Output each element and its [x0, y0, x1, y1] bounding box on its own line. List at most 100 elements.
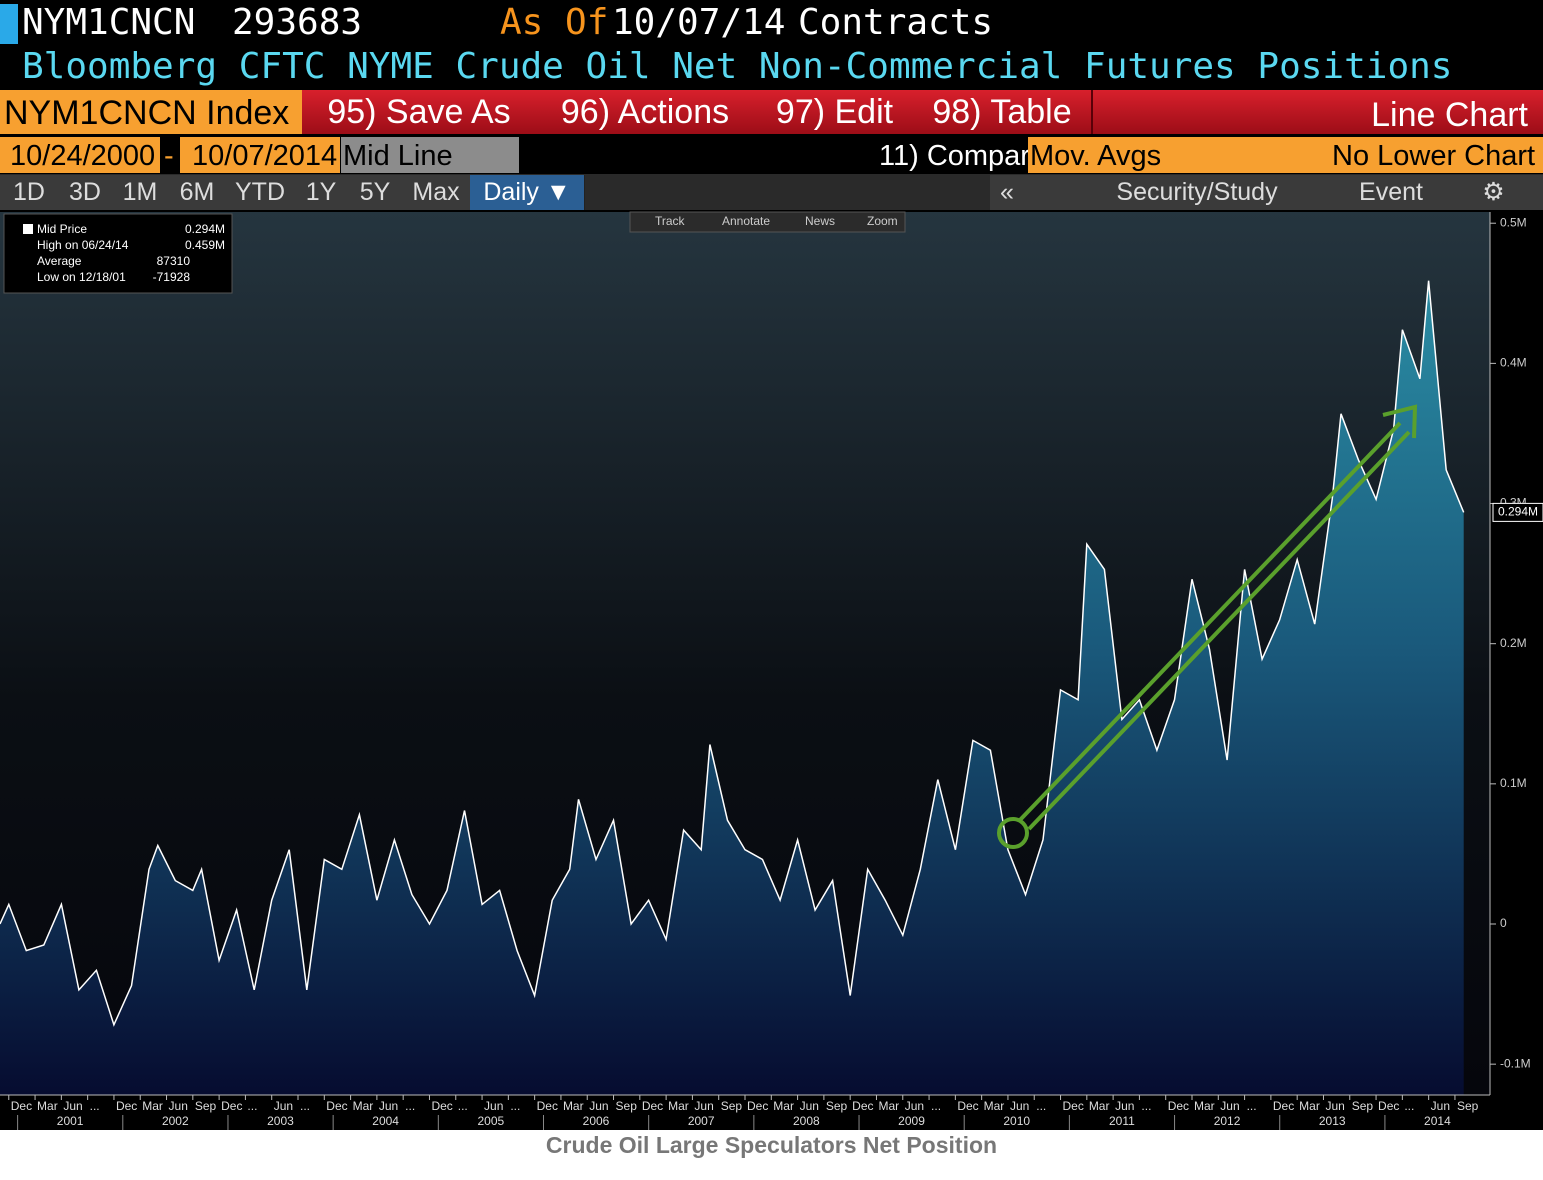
period-tab[interactable]: Max — [402, 175, 471, 210]
period-tab[interactable]: 6M — [168, 175, 227, 210]
last-value: 293683 — [232, 2, 363, 43]
table-button[interactable]: 98) Table — [913, 90, 1093, 134]
x-tick-label: ... — [510, 1099, 520, 1113]
legend-label: Low on 12/18/01 — [37, 270, 126, 284]
chart-tools — [629, 211, 906, 233]
mov-avgs[interactable]: Mov. Avgs — [1028, 137, 1330, 173]
x-tick-label: Jun — [484, 1099, 503, 1113]
last-value-tag — [1492, 502, 1543, 522]
x-tick-label: ... — [1141, 1099, 1151, 1113]
x-tick-label: Sep — [1457, 1099, 1479, 1113]
ticker: NYM1CNCN — [22, 2, 196, 43]
year-label: 2013 — [1319, 1114, 1346, 1128]
event-button[interactable]: Event — [1290, 175, 1469, 210]
x-tick-label: ... — [1247, 1099, 1257, 1113]
actions-button[interactable]: 96) Actions — [534, 90, 758, 134]
year-label: 2011 — [1109, 1114, 1135, 1128]
x-tick-label: Dec — [1378, 1099, 1399, 1113]
year-label: 2010 — [1003, 1114, 1030, 1128]
end-date[interactable]: 10/07/2014 — [180, 137, 340, 173]
cursor — [0, 4, 18, 44]
security-study-button[interactable]: Security/Study — [1024, 175, 1331, 210]
x-tick-label: Dec — [1168, 1099, 1189, 1113]
period-tab[interactable]: 1D — [0, 175, 59, 210]
x-tick-label: Jun — [905, 1099, 924, 1113]
x-tick-label: ... — [247, 1099, 257, 1113]
collapse-button[interactable]: « — [990, 175, 1025, 210]
chart-type[interactable]: Line Chart — [1371, 96, 1528, 134]
x-tick-label: Dec — [11, 1099, 32, 1113]
x-tick-label: Dec — [642, 1099, 663, 1113]
x-tick-label: ... — [300, 1099, 310, 1113]
x-tick-label: Jun — [1115, 1099, 1134, 1113]
x-tick-label: Jun — [589, 1099, 608, 1113]
chart-tool[interactable]: Track — [655, 214, 686, 228]
trend-arrow — [997, 404, 1418, 849]
lower-chart[interactable]: No Lower Chart — [1330, 137, 1543, 173]
x-tick-label: Mar — [984, 1099, 1005, 1113]
period-tab[interactable]: 5Y — [348, 175, 403, 210]
period-tab[interactable]: YTD — [226, 175, 295, 210]
period-tab[interactable]: 3D — [58, 175, 113, 210]
security-field[interactable]: NYM1CNCN Index — [0, 90, 302, 134]
x-tick-label: Mar — [563, 1099, 584, 1113]
x-tick-label: ... — [458, 1099, 468, 1113]
line — [0, 280, 1465, 1027]
settings-button[interactable]: ⚙ — [1444, 175, 1543, 210]
y-tick-label: -0.1M — [1500, 1056, 1531, 1070]
area — [0, 280, 1464, 1095]
as-of-label: As Of — [500, 2, 609, 43]
x-tick-label: Sep — [721, 1099, 743, 1113]
legend-value: 87310 — [157, 254, 191, 268]
x-tick-label: Dec — [1273, 1099, 1294, 1113]
x-tick-label: Jun — [694, 1099, 713, 1113]
period-tab[interactable]: 1Y — [294, 175, 349, 210]
year-label: 2008 — [793, 1114, 820, 1128]
x-tick-label: Dec — [747, 1099, 768, 1113]
save-as-button[interactable]: 95) Save As — [304, 90, 536, 134]
chart: Track Annotate News Zoom Mid Price 0.294… — [0, 210, 1543, 1130]
period-tab-active[interactable]: Daily ▼ — [470, 175, 585, 210]
x-tick-label: Sep — [616, 1099, 638, 1113]
start-date[interactable]: 10/24/2000 — [0, 137, 160, 173]
y-tick-label: 0.4M — [1500, 356, 1527, 370]
y-tick-label: 0.2M — [1500, 636, 1527, 650]
x-tick-label: Mar — [878, 1099, 899, 1113]
compare[interactable]: 11) Compare — [879, 140, 1047, 172]
range-separator: - — [164, 140, 174, 172]
last-value-label: 0.294M — [1498, 505, 1538, 519]
legend-label: Mid Price — [37, 222, 87, 236]
legend-value: 0.294M — [185, 222, 225, 236]
year-label: 2002 — [162, 1114, 189, 1128]
year-label: 2007 — [688, 1114, 715, 1128]
x-tick-label: Dec — [326, 1099, 347, 1113]
x-tick-label: ... — [90, 1099, 100, 1113]
x-tick-label: Dec — [957, 1099, 978, 1113]
x-tick-label: Dec — [852, 1099, 873, 1113]
chart-tool[interactable]: News — [805, 214, 835, 228]
mode-select[interactable]: Mid Line — [341, 137, 519, 173]
year-label: 2004 — [372, 1114, 399, 1128]
description: Bloomberg CFTC NYME Crude Oil Net Non-Co… — [22, 46, 1453, 87]
x-tick-label: Mar — [1299, 1099, 1320, 1113]
legend-label: Average — [37, 254, 82, 268]
x-tick-label: Dec — [116, 1099, 137, 1113]
x-tick-label: Jun — [169, 1099, 188, 1113]
period-tab[interactable]: 1M — [112, 175, 169, 210]
y-tick-label: 0.5M — [1500, 215, 1527, 229]
x-tick-label: Mar — [353, 1099, 374, 1113]
x-tick-label: Mar — [142, 1099, 163, 1113]
legend-swatch — [23, 224, 33, 234]
x-tick-label: ... — [405, 1099, 415, 1113]
chart-tool[interactable]: Annotate — [722, 214, 770, 228]
year-label: 2014 — [1424, 1114, 1451, 1128]
edit-button[interactable]: 97) Edit — [756, 90, 915, 134]
x-tick-label: Dec — [537, 1099, 558, 1113]
x-tick-label: Sep — [1352, 1099, 1374, 1113]
year-label: 2006 — [583, 1114, 610, 1128]
year-label: 2001 — [57, 1114, 84, 1128]
x-tick-label: Jun — [63, 1099, 82, 1113]
chart-tool[interactable]: Zoom — [867, 214, 898, 228]
x-tick-label: ... — [931, 1099, 941, 1113]
